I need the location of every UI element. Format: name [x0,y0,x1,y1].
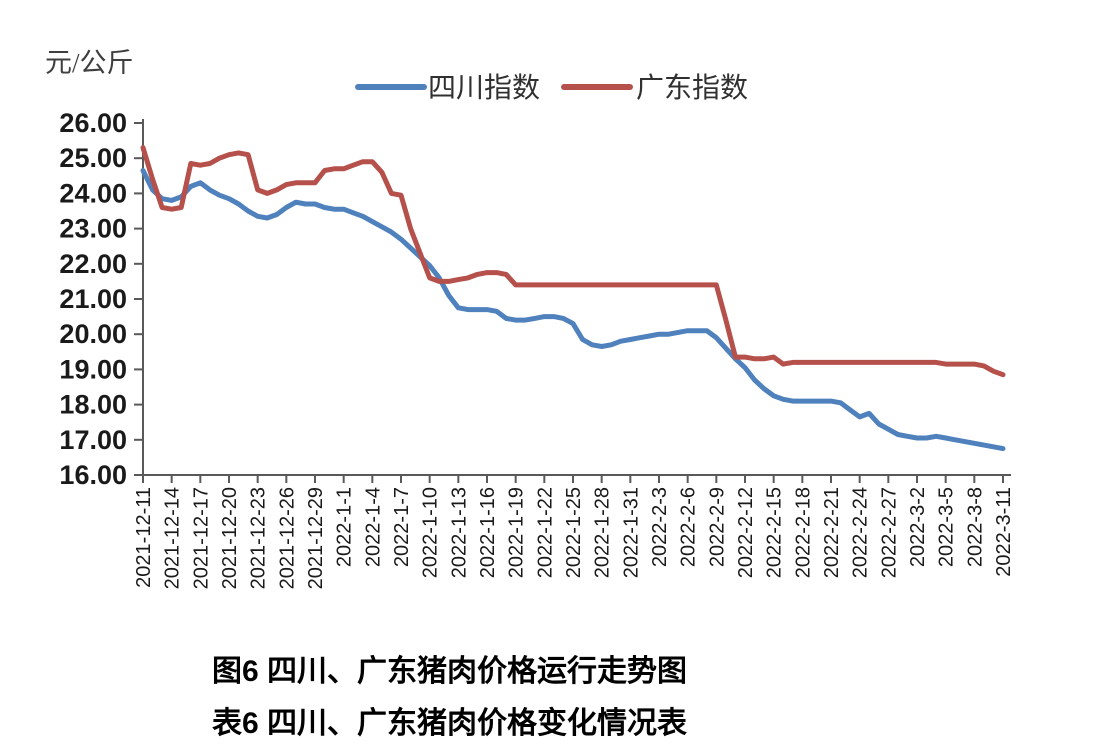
y-tick-label: 19.00 [59,354,127,384]
x-tick-label: 2022-3-11 [993,487,1015,577]
y-axis-unit-label: 元/公斤 [45,48,134,78]
x-tick-label: 2022-1-22 [534,487,556,578]
x-tick-label: 2022-1-28 [592,487,614,578]
axes [134,119,1011,483]
x-tick-label: 2022-1-13 [448,487,470,578]
x-tick-label: 2022-2-15 [764,487,786,578]
x-tick-label: 2022-3-2 [907,487,929,567]
y-tick-label: 23.00 [59,214,127,244]
y-tick-label: 22.00 [59,249,127,279]
x-tick-label: 2022-2-21 [821,487,843,578]
y-tick-label: 18.00 [59,390,127,420]
price-trend-chart: 元/公斤 四川指数 广东指数 26.00 25.00 24.00 23.00 22.00… [45,48,1015,589]
y-tick-label: 20.00 [59,319,127,349]
figure-caption: 图6 四川、广东猪肉价格运行走势图 [212,655,688,688]
x-tick-label: 2022-1-19 [506,487,528,578]
x-tick-label: 2021-12-20 [219,487,241,589]
x-tick-label: 2021-12-23 [248,487,270,589]
x-tick-label: 2022-2-6 [678,487,700,567]
series-lines [140,145,1006,452]
x-tick-label: 2022-2-18 [792,487,814,578]
y-tick-label: 16.00 [59,460,127,490]
y-tick-label: 17.00 [59,425,127,455]
legend-label-guangdong: 广东指数 [636,72,748,104]
x-axis-labels: 2021-12-11 2021-12-14 2021-12-17 2021-12-20… [133,487,1015,589]
x-tick-label: 2022-1-4 [362,487,384,567]
y-tick-label: 24.00 [59,178,127,208]
x-tick-label: 2022-1-25 [563,487,585,578]
x-tick-label: 2022-2-12 [735,487,757,578]
y-tick-label: 25.00 [59,143,127,173]
x-tick-label: 2022-1-10 [420,487,442,578]
x-tick-label: 2021-12-14 [162,487,184,589]
x-tick-label: 2022-1-16 [477,487,499,578]
x-tick-label: 2022-3-8 [964,487,986,567]
series-line-sichuan [140,168,1006,452]
x-tick-label: 2021-12-29 [305,487,327,589]
x-tick-label: 2022-2-3 [649,487,671,567]
table-caption: 表6 四川、广东猪肉价格变化情况表 [212,707,688,740]
x-tick-label: 2022-1-7 [391,487,413,567]
x-tick-label: 2021-12-11 [133,487,155,588]
legend: 四川指数 广东指数 [355,72,748,104]
y-tick-label: 21.00 [59,284,127,314]
x-tick-label: 2022-1-31 [620,487,642,578]
y-axis-labels: 26.00 25.00 24.00 23.00 22.00 21.00 20.00 19.00… [59,108,127,490]
x-tick-label: 2022-2-24 [850,487,872,578]
x-tick-label: 2022-1-1 [334,487,356,567]
legend-label-sichuan: 四川指数 [428,72,540,104]
x-tick-label: 2022-2-27 [878,487,900,578]
series-line-guangdong [140,145,1006,378]
x-tick-label: 2022-2-9 [706,487,728,567]
y-tick-label: 26.00 [59,108,127,138]
x-tick-label: 2022-3-5 [936,487,958,567]
x-tick-label: 2021-12-17 [190,487,212,589]
captions: 图6 四川、广东猪肉价格运行走势图 表6 四川、广东猪肉价格变化情况表 [212,646,912,750]
x-tick-label: 2021-12-26 [276,487,298,589]
